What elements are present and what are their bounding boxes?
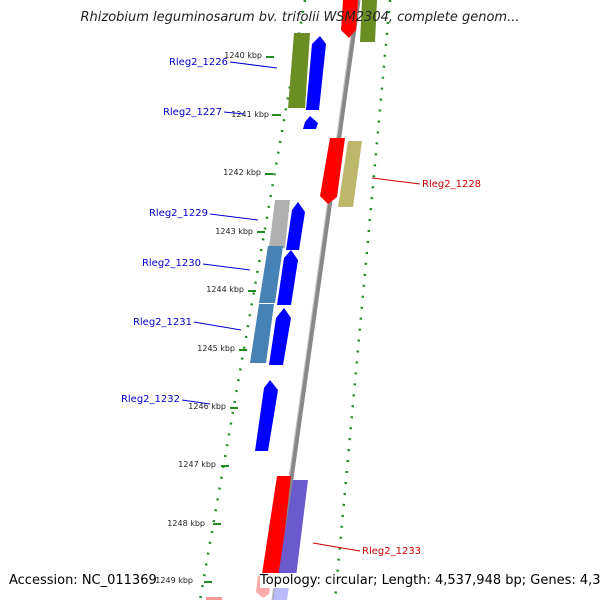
tick-label-1246: 1246 kbp [188, 402, 226, 411]
gene-steelblue-1230 [259, 246, 283, 303]
gene-blue-1229 [286, 202, 305, 250]
gene-slateblue-1233 [278, 480, 308, 577]
gene-labels: Rleg2_1226 Rleg2_1227 Rleg2_1228 Rleg2_1… [121, 57, 481, 557]
tick-label-1247: 1247 kbp [178, 460, 216, 469]
map-title: Rhizobium leguminosarum bv. trifolii WSM… [80, 10, 520, 25]
tick-label-1244: 1244 kbp [206, 285, 244, 294]
gene-blue-1230 [277, 250, 298, 305]
gene-steelblue-1231 [250, 304, 274, 363]
gene-top-red [341, 0, 358, 38]
gene-bottom-pink [206, 597, 222, 600]
gene-label-1229[interactable]: Rleg2_1229 [149, 208, 208, 219]
gene-label-1233[interactable]: Rleg2_1233 [362, 546, 421, 557]
gene-label-1227[interactable]: Rleg2_1227 [163, 107, 222, 118]
tick-label-1243: 1243 kbp [215, 227, 253, 236]
tick-labels: 1240 kbp 1241 kbp 1242 kbp 1243 kbp 1244… [155, 51, 269, 585]
gene-label-1231[interactable]: Rleg2_1231 [133, 317, 192, 328]
gene-khaki-1228 [338, 141, 362, 207]
outer-dotted-track [333, 0, 392, 600]
gene-blue-1232 [255, 380, 278, 451]
gene-red-1233 [262, 476, 291, 574]
gene-olive-1226 [288, 33, 310, 108]
topology-text: Topology: circular; Length: 4,537,948 bp… [260, 573, 600, 588]
gene-label-1228[interactable]: Rleg2_1228 [422, 179, 481, 190]
gene-gray-1229 [269, 200, 290, 248]
tick-label-1240: 1240 kbp [224, 51, 262, 60]
tick-label-1245: 1245 kbp [197, 344, 235, 353]
gene-blue-1226 [306, 36, 326, 110]
gene-blue-1227 [303, 116, 318, 129]
tick-label-1249: 1249 kbp [155, 576, 193, 585]
tick-label-1248: 1248 kbp [167, 519, 205, 528]
accession-text: Accession: NC_011369 [9, 573, 157, 588]
gene-label-1226[interactable]: Rleg2_1226 [169, 57, 228, 68]
gene-label-1232[interactable]: Rleg2_1232 [121, 394, 180, 405]
gene-blue-1231 [269, 308, 291, 365]
gene-red-1228 [320, 138, 345, 204]
gene-leader-lines [181, 61, 421, 552]
tick-label-1242: 1242 kbp [223, 168, 261, 177]
tick-marks [204, 56, 281, 583]
inner-dotted-track [198, 0, 307, 600]
gene-label-1230[interactable]: Rleg2_1230 [142, 258, 201, 269]
tick-label-1241: 1241 kbp [231, 110, 269, 119]
gene-top-green [360, 0, 377, 42]
